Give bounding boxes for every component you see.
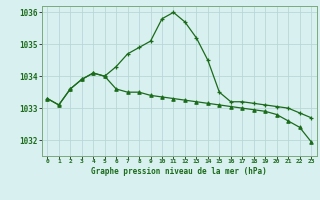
X-axis label: Graphe pression niveau de la mer (hPa): Graphe pression niveau de la mer (hPa) — [91, 167, 267, 176]
